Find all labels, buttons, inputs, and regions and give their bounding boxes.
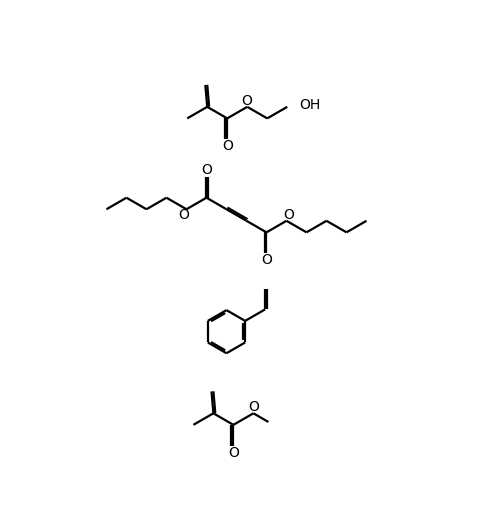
Text: OH: OH — [299, 98, 320, 112]
Text: O: O — [179, 208, 190, 221]
Text: O: O — [283, 208, 294, 222]
Text: O: O — [261, 253, 272, 267]
Text: O: O — [248, 400, 259, 414]
Text: O: O — [228, 446, 239, 459]
Text: O: O — [241, 93, 252, 108]
Text: O: O — [201, 163, 212, 177]
Text: O: O — [222, 139, 233, 153]
